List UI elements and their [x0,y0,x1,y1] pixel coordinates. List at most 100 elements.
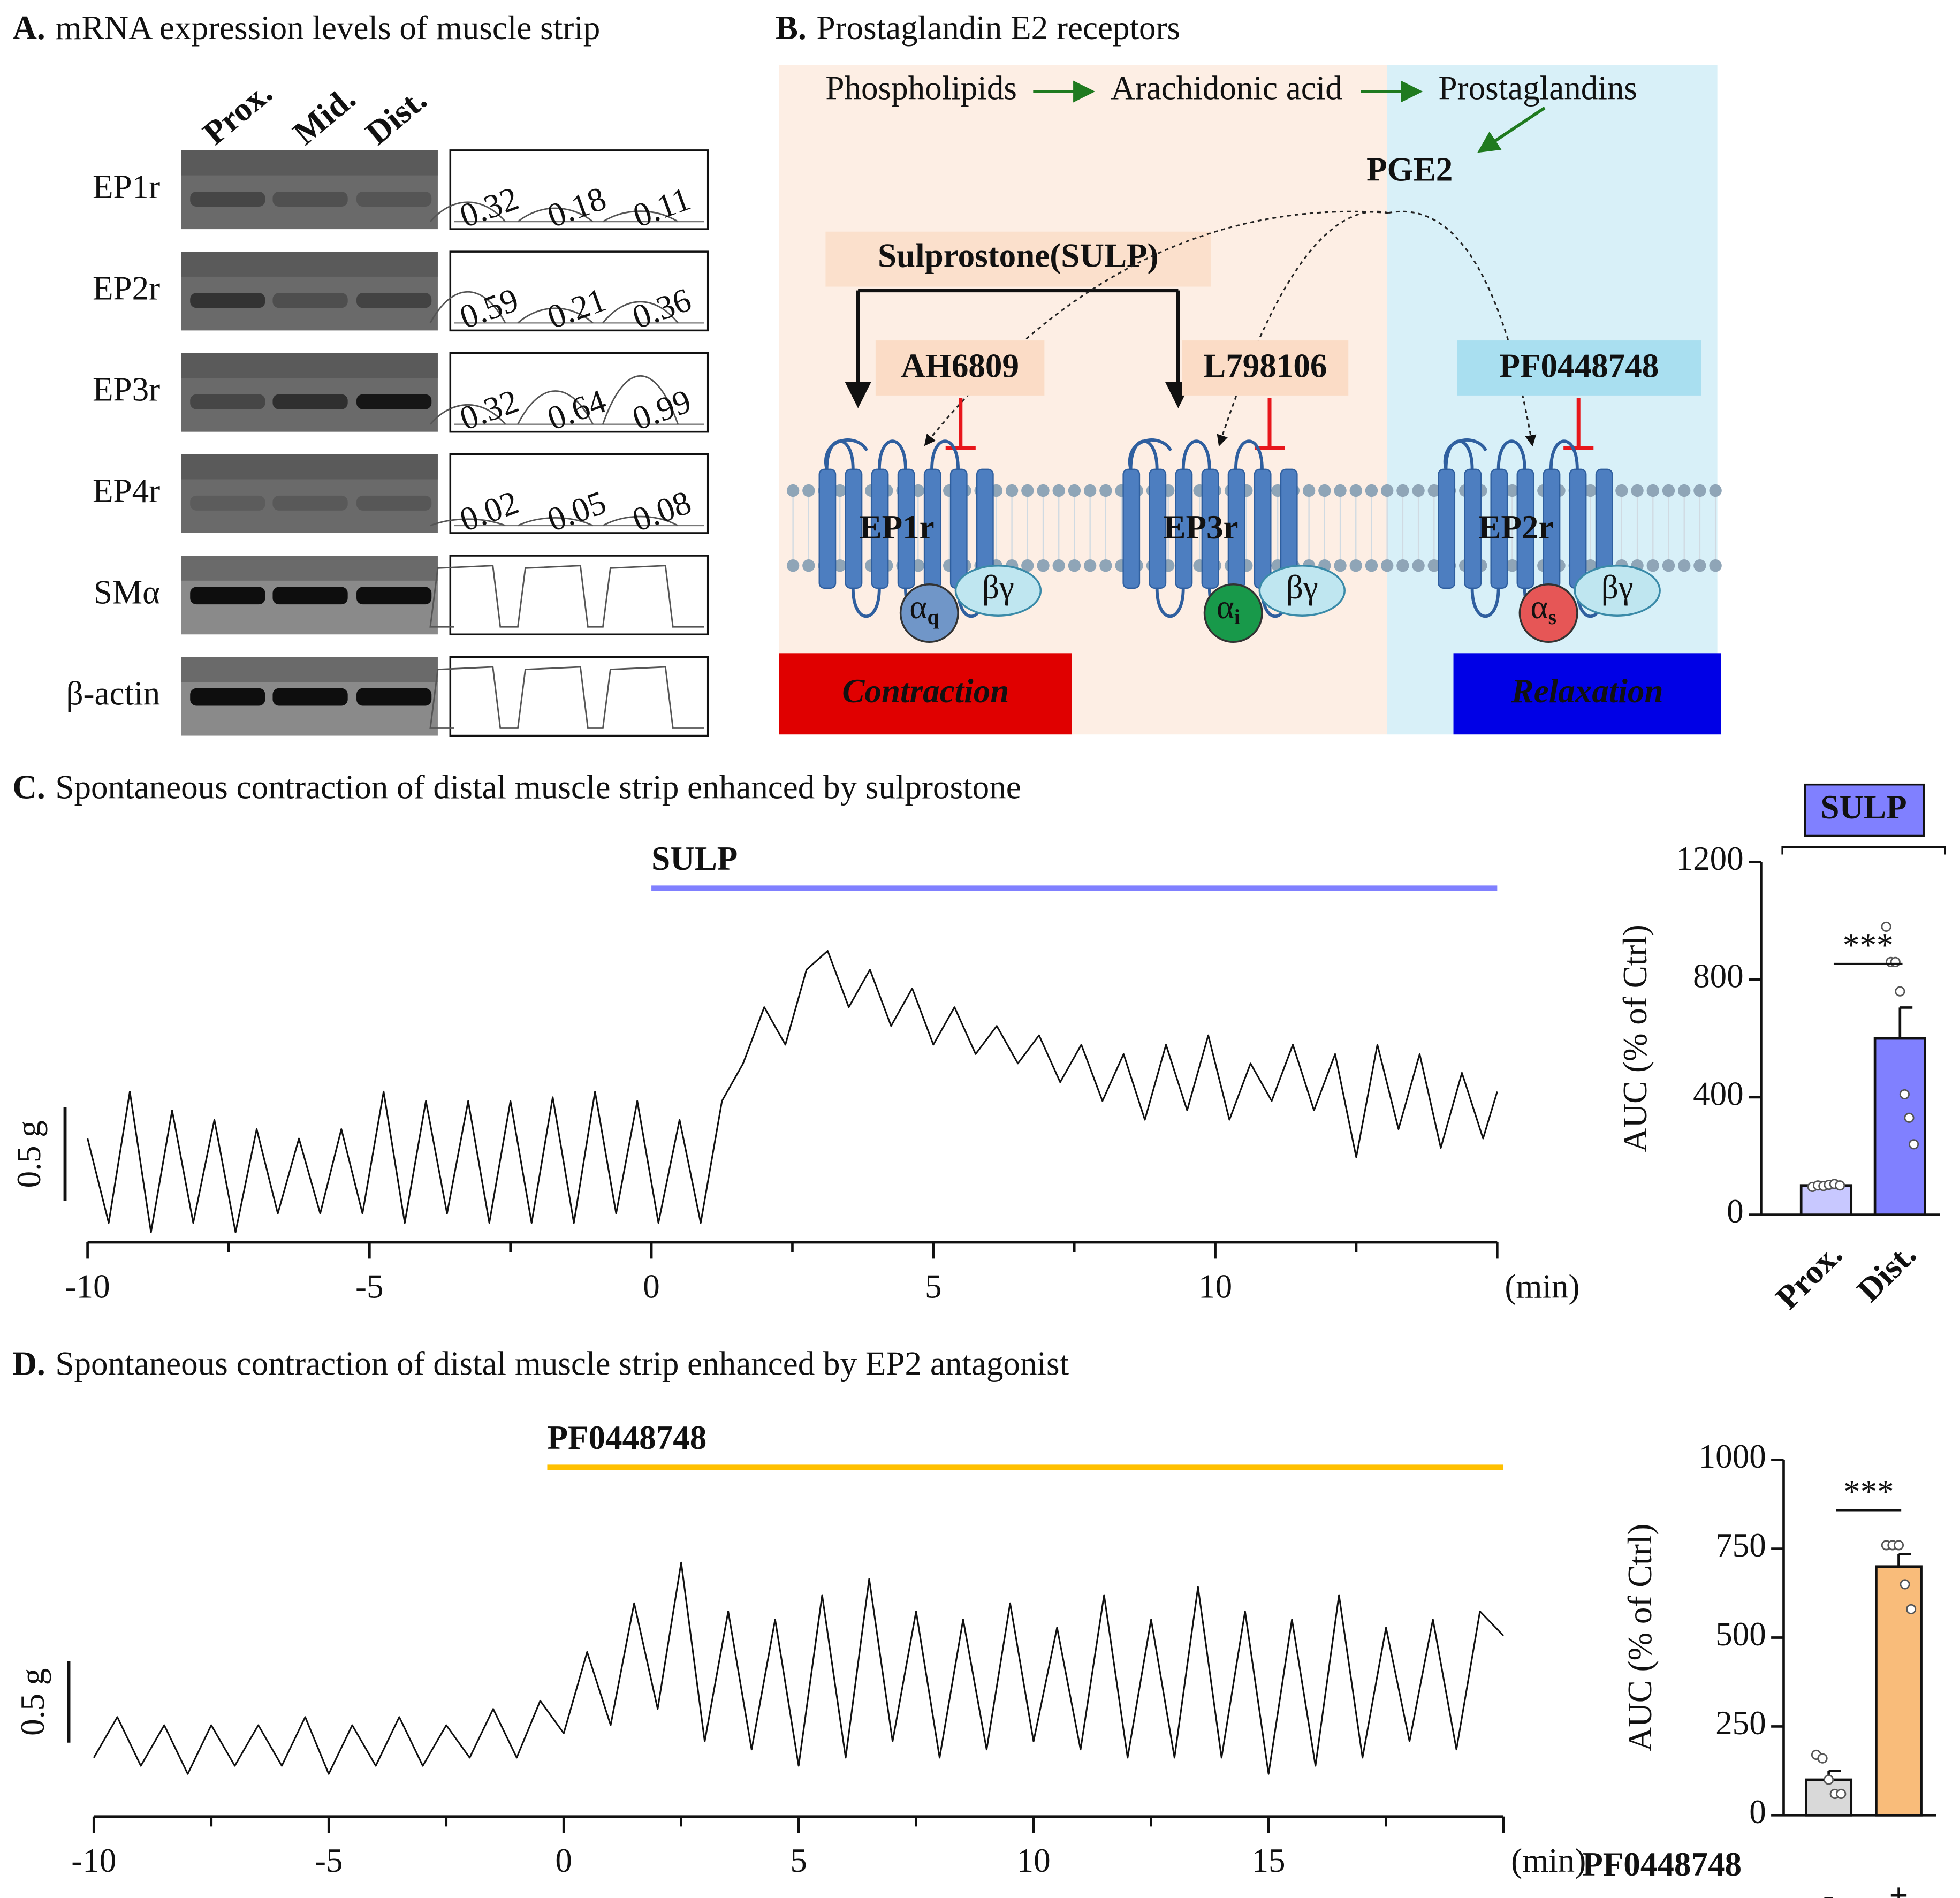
g-alpha [1518,583,1578,643]
ligand-arrow [1217,210,1389,447]
significance-label: *** [1843,927,1894,964]
bar [1875,1565,1923,1817]
lipid-head [1506,484,1519,497]
pathway-arrow [1477,106,1546,153]
antagonist: L798106 [1203,347,1327,384]
lipid-head [1646,484,1659,497]
inhibition-mark [1563,398,1594,450]
lane-label: Mid. [286,79,362,152]
y-axis-label: AUC (% of Ctrl) [1621,1524,1659,1752]
x-tick-label: -5 [355,1267,384,1305]
lipid-head [1083,484,1097,497]
lipid-head [1052,559,1065,572]
y-tick-label: 0 [1727,1193,1744,1230]
lipid-head [1412,484,1425,497]
lane-label: Dist. [359,80,434,152]
data-point [1908,1139,1919,1150]
density-peak [517,517,594,527]
receptor-helix [897,468,915,589]
lipid-head [1021,484,1034,497]
lipid-head [1349,559,1362,572]
effect-label: Contraction [842,672,1009,710]
gel-shade [181,252,438,277]
density-plateau [429,565,704,628]
data-point [1824,1774,1834,1785]
x-tick-label: 5 [790,1842,807,1879]
y-tick-label: 800 [1693,958,1744,995]
scale-bar-label: 0.5 g [14,1668,51,1736]
scale-bar-label: 0.5 g [10,1120,48,1188]
trace [93,1561,1505,1775]
receptor-helix [949,468,968,589]
density-peak [429,404,506,425]
g-beta-gamma [954,564,1042,617]
gel-shade [181,150,438,176]
band [272,293,348,308]
ligand-arrow [1388,210,1537,447]
g-alpha [1203,583,1263,643]
receptor-helix [818,468,837,589]
y-tick-label: 1200 [1676,840,1744,877]
density-peak [517,207,594,223]
band [190,293,265,308]
band [272,688,348,706]
lipid-head [1052,484,1065,497]
antagonist-box [875,340,1045,396]
lipid-head [1427,484,1440,497]
x-tick-label: 0 [643,1267,660,1305]
density-peak [517,307,594,324]
panel-title: B. Prostaglandin E2 receptors [776,9,1180,47]
lipid-head [1693,484,1706,497]
lipid-head [1365,559,1378,572]
lipid-head [1380,559,1394,572]
antagonist-box [1182,340,1349,396]
x-tick-label: - [1823,1877,1834,1898]
band [190,394,265,409]
lipid-head [1334,484,1347,497]
g-beta-gamma [1258,564,1346,617]
receptor-helix [1254,468,1272,589]
lipid-head [1396,559,1409,572]
panel-title: A. mRNA expression levels of muscle strip [12,9,600,47]
band [190,688,265,706]
data-point [1835,1180,1845,1191]
lipid-head [1302,484,1316,497]
antagonist-box [1457,340,1701,396]
density-peak [429,291,506,324]
receptor-label: EP2r [1478,508,1553,546]
g-alpha-subscript: s [1548,605,1556,629]
row-label: EP4r [93,472,160,510]
y-tick-label: 500 [1715,1615,1766,1653]
data-point [1893,1540,1904,1551]
lipid-head [786,484,800,497]
x-tick-label: Dist. [1850,1235,1923,1309]
lipid-head [1678,559,1691,572]
g-alpha-symbol: α [1217,588,1234,626]
lipid-head [1662,559,1675,572]
density-peak [429,201,506,222]
lipid-head [1068,484,1081,497]
row-label: EP1r [93,168,160,206]
lipid-head [1709,484,1722,497]
panel-title: C. Spontaneous contraction of distal musc… [12,769,1021,806]
panel-text: mRNA expression levels of muscle strip [55,9,600,47]
density-box [449,352,709,433]
x-tick-label: -10 [71,1842,116,1879]
lipid-head [1380,484,1394,497]
x-tick-label: -5 [315,1842,343,1879]
receptor-helix [1201,468,1219,589]
g-beta-gamma [1574,564,1661,617]
band [356,394,432,409]
x-tick-label: 10 [1017,1842,1051,1879]
effect-box [779,653,1072,735]
row-label: β-actin [66,675,160,712]
receptor-helix [1516,468,1534,589]
row-label: EP2r [93,269,160,307]
x-tick-label: 15 [1252,1842,1286,1879]
y-axis-label: AUC (% of Ctrl) [1616,924,1654,1152]
receptor-label: EP1r [860,508,935,546]
data-point [1895,986,1905,997]
gel-shade [181,353,438,378]
pathway-step: Prostaglandins [1438,70,1637,107]
receptor-helix [871,468,889,589]
